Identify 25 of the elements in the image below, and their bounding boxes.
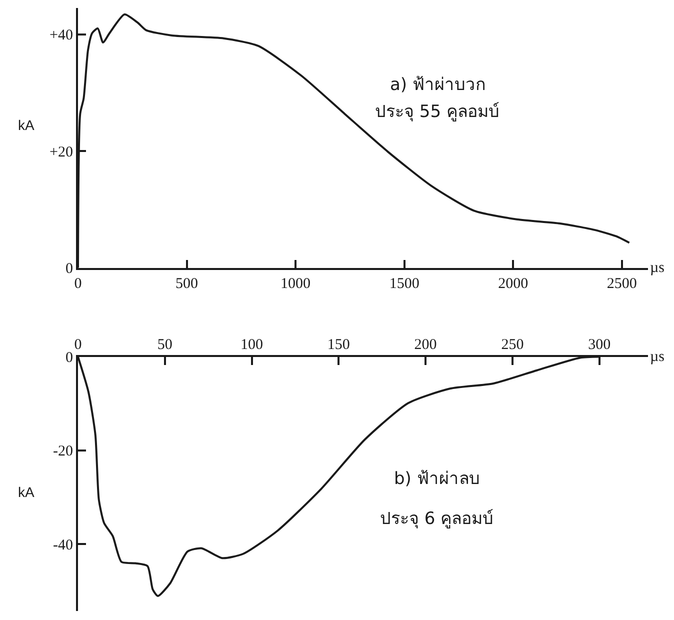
x-tick-label: 2000 [498, 276, 528, 292]
x-tick-label: 100 [240, 336, 264, 353]
y-axis-title: kA [18, 117, 35, 133]
y-tick-label: -40 [53, 537, 73, 554]
x-tick-label: 2500 [606, 276, 637, 292]
annotation: ประจุ 6 คูลอมบ์ [380, 509, 494, 529]
annotation: a) ฟ้าผ่าบวก [390, 75, 486, 95]
y-tick-label: -20 [53, 444, 73, 460]
x-tick-label: 250 [501, 336, 524, 353]
annotation: b) ฟ้าผ่าลบ [394, 469, 480, 489]
x-tick-label: 50 [157, 336, 172, 353]
x-tick-label: 1500 [389, 276, 420, 292]
x-tick-label: 500 [176, 276, 198, 292]
x-tick-label: 200 [414, 336, 437, 353]
x-axis-title: µs [650, 349, 665, 365]
y-tick-label: +20 [50, 144, 73, 160]
annotation: ประจุ 55 คูลอมบ์ [375, 102, 500, 122]
y-tick-label: 0 [66, 261, 73, 278]
y-tick-label: 0 [66, 350, 73, 366]
x-axis-title: µs [650, 260, 665, 276]
x-tick-label: 150 [327, 336, 350, 353]
x-tick-label: 1000 [280, 276, 311, 292]
x-tick-label: 300 [588, 336, 611, 353]
y-axis-title: kA [18, 484, 35, 500]
y-tick-label: +40 [50, 28, 73, 44]
